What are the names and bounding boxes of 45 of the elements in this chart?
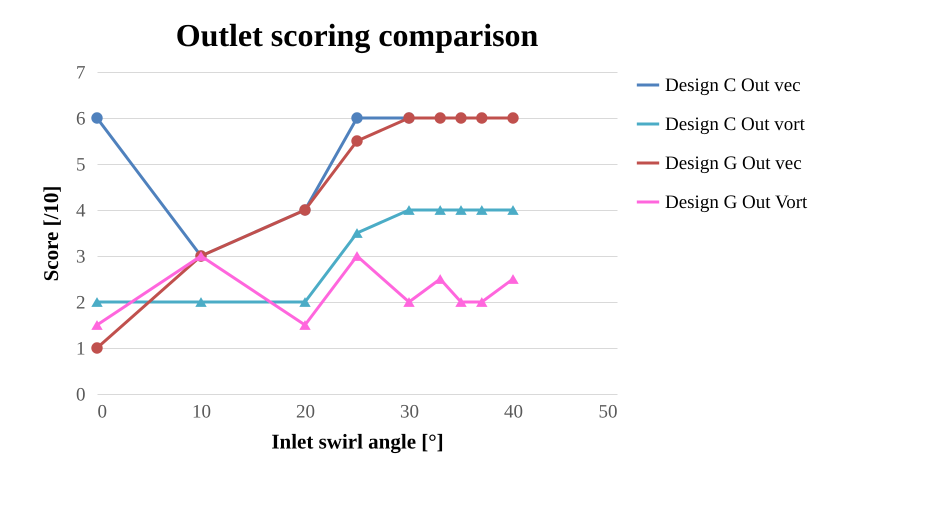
point: [91, 112, 103, 124]
point: [476, 297, 488, 307]
legend-label: Design G Out vec: [665, 153, 802, 174]
y-tick-label: 3: [76, 246, 86, 268]
point: [91, 320, 103, 330]
y-tick-label: 1: [76, 338, 86, 360]
y-tick-label: 4: [76, 200, 86, 222]
x-tick-label: 40: [504, 402, 523, 422]
x-tick-label: 30: [400, 402, 419, 422]
point: [91, 342, 103, 354]
point: [434, 274, 446, 284]
point: [507, 274, 519, 284]
point: [351, 112, 363, 124]
y-tick-label: 5: [76, 154, 86, 176]
point: [455, 205, 467, 215]
legend-label: Design C Out vec: [665, 75, 801, 96]
point: [507, 112, 519, 124]
x-tick-label: 0: [98, 402, 107, 422]
point: [476, 112, 488, 124]
y-axis-title: Score [/10]: [39, 186, 63, 282]
x-tick-label: 50: [598, 402, 618, 422]
point: [195, 297, 207, 307]
y-tick-label: 2: [76, 292, 86, 314]
point: [351, 135, 363, 147]
legend-label: Design G Out Vort: [665, 192, 808, 213]
point: [476, 205, 488, 215]
chart-title: Outlet scoring comparison: [176, 17, 539, 54]
x-tick-label: 20: [296, 402, 315, 422]
point: [434, 205, 446, 215]
point: [91, 297, 103, 307]
y-tick-label: 7: [76, 62, 86, 84]
x-tick-label: 10: [192, 402, 211, 422]
point: [455, 297, 467, 307]
point: [403, 297, 415, 307]
point: [403, 205, 415, 215]
y-tick-label: 6: [76, 108, 86, 130]
point: [299, 320, 311, 330]
point: [507, 205, 519, 215]
x-axis-title: Inlet swirl angle [°]: [271, 430, 444, 454]
point: [299, 297, 311, 307]
point: [434, 112, 446, 124]
y-tick-label: 0: [76, 384, 86, 406]
legend-label: Design C Out vort: [665, 114, 806, 135]
point: [455, 112, 467, 124]
point: [351, 228, 363, 238]
